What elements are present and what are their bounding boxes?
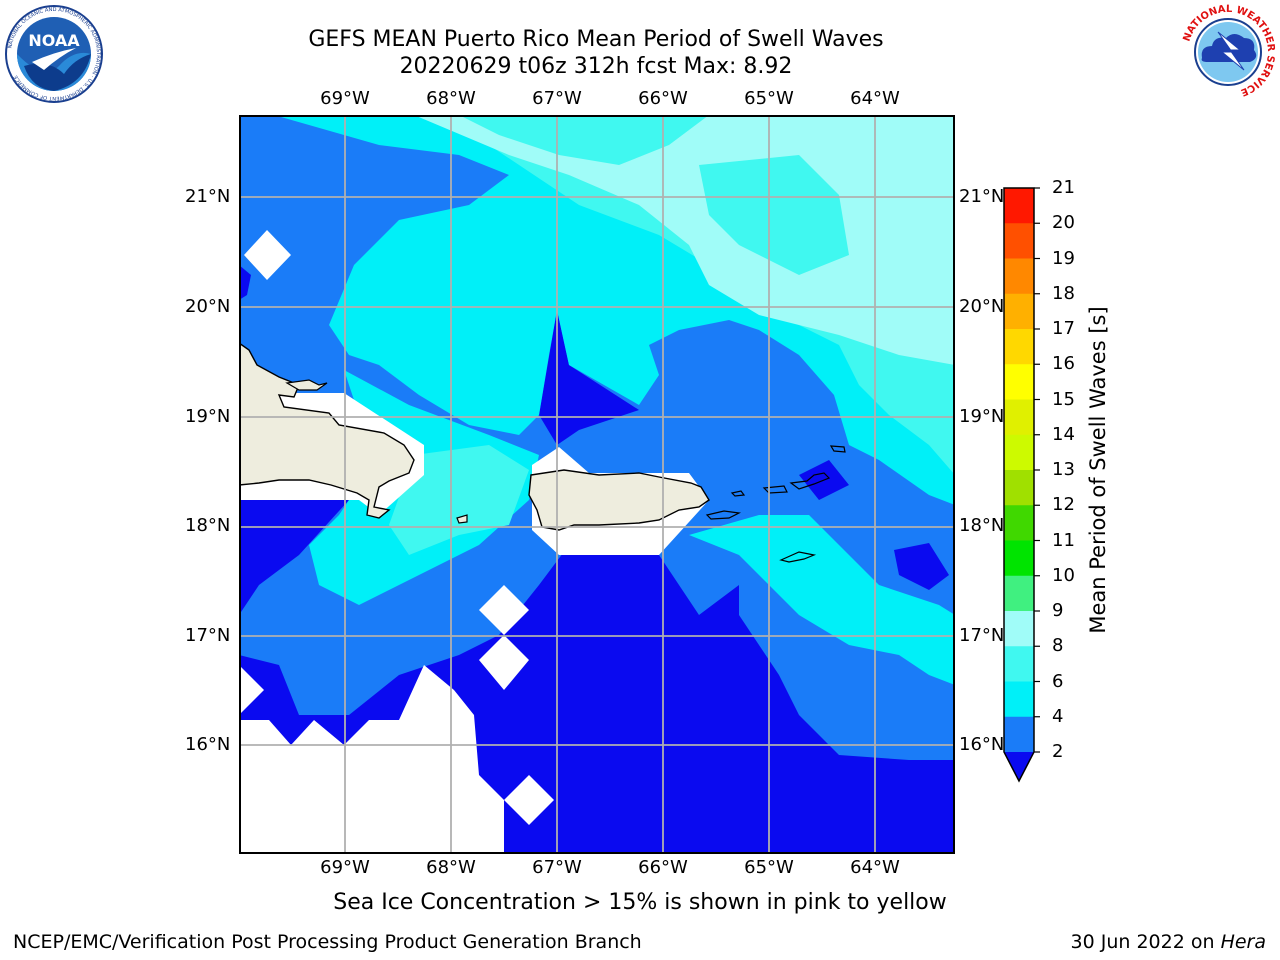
land-culebra bbox=[730, 490, 746, 497]
colorbar-tick-label: 20 bbox=[1052, 212, 1075, 234]
colorbar-tick-label: 2 bbox=[1052, 741, 1064, 762]
lon-label-top-64w: 64°W bbox=[850, 88, 900, 109]
colorbar-tick-label: 15 bbox=[1052, 388, 1075, 410]
colorbar-tick-label: 10 bbox=[1052, 564, 1075, 586]
lat-label-left-19n: 19°N bbox=[185, 406, 231, 427]
colorbar-band bbox=[1004, 223, 1034, 259]
colorbar-band bbox=[1004, 399, 1034, 436]
lat-label-right-20n: 20°N bbox=[959, 296, 1005, 317]
lat-label-left-17n: 17°N bbox=[185, 625, 231, 646]
colorbar-band bbox=[1004, 505, 1034, 541]
colorbar-tick-label: 11 bbox=[1052, 529, 1075, 551]
nodata-diamond-nw bbox=[244, 230, 291, 280]
lon-label-top-68w: 68°W bbox=[426, 88, 476, 109]
colorbar-band bbox=[1004, 470, 1034, 506]
lat-label-left-18n: 18°N bbox=[185, 515, 231, 536]
land-vieques bbox=[705, 510, 742, 520]
map-frame bbox=[239, 115, 955, 854]
colorbar bbox=[1003, 187, 1040, 783]
contour-4-6-southeast bbox=[689, 515, 955, 685]
colorbar-tick-label: 4 bbox=[1052, 705, 1064, 727]
colorbar-tick-label: 14 bbox=[1052, 423, 1075, 445]
lat-label-right-17n: 17°N bbox=[959, 625, 1005, 646]
contour-0-2-east bbox=[894, 543, 949, 590]
lon-label-bottom-65w: 65°W bbox=[744, 857, 794, 878]
lat-label-right-19n: 19°N bbox=[959, 406, 1005, 427]
colorbar-tick-label: 19 bbox=[1052, 247, 1075, 269]
colorbar-tick-label: 8 bbox=[1052, 635, 1064, 657]
title-line-2: 20220629 t06z 312h fcst Max: 8.92 bbox=[399, 54, 793, 79]
nodata-southwest bbox=[239, 665, 504, 854]
lat-label-right-21n: 21°N bbox=[959, 186, 1005, 207]
colorbar-tick-label: 21 bbox=[1052, 177, 1075, 198]
colorbar-band bbox=[1004, 611, 1034, 647]
lon-label-bottom-68w: 68°W bbox=[426, 857, 476, 878]
colorbar-title: Mean Period of Swell Waves [s] bbox=[1086, 306, 1110, 634]
colorbar-band bbox=[1004, 575, 1034, 612]
noaa-logo-text: NOAA bbox=[28, 31, 80, 50]
graticule bbox=[239, 115, 955, 854]
lon-label-top-65w: 65°W bbox=[744, 88, 794, 109]
lat-label-left-20n: 20°N bbox=[185, 296, 231, 317]
colorbar-band bbox=[1004, 329, 1034, 365]
nodata-diamond-s2 bbox=[504, 775, 554, 825]
colorbar-frame bbox=[1003, 187, 1035, 783]
swell-period-map bbox=[239, 115, 955, 854]
land-anegada bbox=[829, 445, 846, 453]
lat-label-left-21n: 21°N bbox=[185, 186, 231, 207]
colorbar-tick-label: 6 bbox=[1052, 670, 1064, 692]
title-line-1: GEFS MEAN Puerto Rico Mean Period of Swe… bbox=[308, 27, 884, 52]
lat-label-right-18n: 18°N bbox=[959, 515, 1005, 536]
contour-6-8-inner-2 bbox=[699, 155, 849, 275]
noaa-logo: NOAA NATIONAL OCEANIC AND ATMOSPHERIC AD… bbox=[5, 5, 103, 103]
nws-logo: NATIONAL WEATHER SERVICE bbox=[1180, 4, 1276, 100]
footer-branch: NCEP/EMC/Verification Post Processing Pr… bbox=[13, 931, 642, 953]
land-tortuga bbox=[285, 379, 328, 391]
lon-label-bottom-64w: 64°W bbox=[850, 857, 900, 878]
land-mona bbox=[456, 514, 468, 524]
lon-label-top-67w: 67°W bbox=[532, 88, 582, 109]
lon-label-top-66w: 66°W bbox=[638, 88, 688, 109]
nodata-west-edge bbox=[239, 665, 264, 715]
land-virgin-islands-2 bbox=[789, 472, 831, 490]
nodata-diamond-s1 bbox=[479, 585, 529, 690]
colorbar-band bbox=[1004, 716, 1034, 753]
contour-0-2-west bbox=[239, 500, 349, 615]
lat-label-left-16n: 16°N bbox=[185, 734, 231, 755]
colorbar-bands bbox=[1004, 188, 1034, 781]
colorbar-band bbox=[1004, 293, 1034, 330]
lon-label-top-69w: 69°W bbox=[320, 88, 370, 109]
sea-ice-caption: Sea Ice Concentration > 15% is shown in … bbox=[333, 890, 947, 915]
colorbar-tick-label: 18 bbox=[1052, 282, 1075, 304]
colorbar-band bbox=[1004, 646, 1034, 682]
lon-label-bottom-67w: 67°W bbox=[532, 857, 582, 878]
land-hispaniola bbox=[239, 342, 415, 519]
colorbar-band bbox=[1004, 681, 1034, 718]
colorbar-ticks bbox=[1034, 187, 1040, 753]
land-virgin-islands-1 bbox=[762, 485, 788, 494]
colorbar-tick-label: 13 bbox=[1052, 459, 1075, 480]
colorbar-band bbox=[1004, 364, 1034, 400]
colorbar-band bbox=[1004, 188, 1034, 224]
colorbar-band bbox=[1004, 434, 1034, 471]
colorbar-extension bbox=[1004, 752, 1034, 781]
footer-date: 30 Jun 2022 on Hera bbox=[1071, 931, 1266, 953]
colorbar-tick-label: 12 bbox=[1052, 494, 1075, 516]
lon-label-bottom-69w: 69°W bbox=[320, 857, 370, 878]
land-st-croix bbox=[779, 551, 817, 563]
colorbar-band bbox=[1004, 540, 1034, 577]
colorbar-band bbox=[1004, 258, 1034, 295]
footer-host: Hera bbox=[1220, 931, 1266, 953]
lat-label-right-16n: 16°N bbox=[959, 734, 1005, 755]
contour-0-2-nw bbox=[239, 265, 251, 300]
contour-0-2-mona bbox=[539, 310, 639, 445]
colorbar-tick-label: 16 bbox=[1052, 353, 1075, 375]
contour-6-8-inner bbox=[459, 115, 709, 165]
footer-date-text: 30 Jun 2022 on bbox=[1070, 931, 1221, 953]
lon-label-bottom-66w: 66°W bbox=[638, 857, 688, 878]
colorbar-tick-label: 9 bbox=[1052, 600, 1064, 621]
colorbar-tick-label: 17 bbox=[1052, 318, 1075, 339]
